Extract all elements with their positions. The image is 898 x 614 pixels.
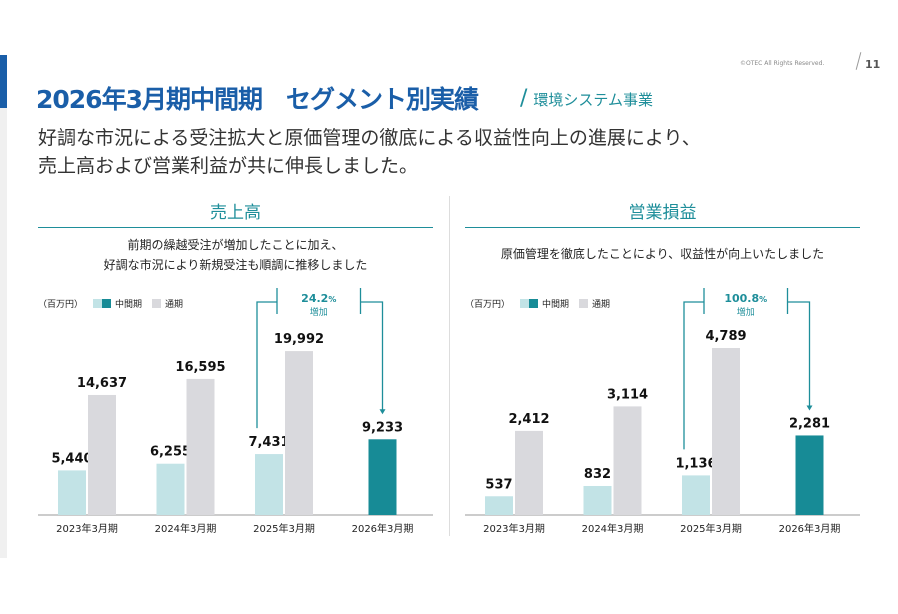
x-tick-label: 2024年3月期 [582, 522, 644, 535]
bar-full-year [186, 378, 215, 515]
x-tick-label: 2023年3月期 [56, 522, 118, 535]
desc-line: 前期の繰越受注が増加したことに加え、 [127, 238, 344, 252]
growth-pct: % [328, 295, 336, 304]
segment-subtitle: / 環境システム事業 [520, 86, 653, 111]
bar-full-year [613, 406, 642, 515]
legend-full: 通期 [592, 300, 611, 310]
copyright: ©OTEC All Rights Reserved. [740, 60, 825, 67]
legend-interim: 中間期 [115, 300, 143, 310]
subtitle-text: 環境システム事業 [533, 91, 653, 109]
bar-label-full-year: 19,992 [274, 332, 324, 347]
legend-swatch-light [93, 299, 103, 308]
unit-label: （百万円） [465, 300, 511, 310]
bar-interim [58, 470, 86, 515]
growth-label: 増加 [310, 306, 328, 318]
lead-text: 好調な市況による受注拡大と原価管理の徹底による収益性向上の進展により、 売上高およ… [38, 124, 701, 180]
growth-pct: % [759, 295, 767, 304]
lead-line: 売上高および営業利益が共に伸長しました。 [38, 155, 419, 177]
accent-bar [0, 55, 7, 108]
bracket-right [787, 301, 811, 408]
growth-label: 増加 [737, 306, 755, 318]
legend-swatch-gray [579, 299, 589, 308]
bar-full-year [712, 348, 740, 515]
legend-full: 通期 [165, 300, 184, 310]
bracket-left [256, 301, 277, 429]
bar-full-year [515, 430, 543, 515]
x-tick-label: 2025年3月期 [253, 522, 315, 535]
x-tick-label: 2024年3月期 [155, 522, 217, 535]
bar-interim [485, 496, 513, 515]
bar-label-interim: 9,233 [362, 420, 403, 435]
x-tick-label: 2026年3月期 [352, 522, 414, 535]
bar-label-full-year: 14,637 [77, 376, 127, 391]
arrow-head [379, 409, 386, 415]
desc-line: 好調な市況により新規受注も順調に推移しました [103, 258, 368, 272]
growth-value: 100.8% [724, 292, 767, 305]
profit-title: 営業損益 [465, 198, 860, 228]
bar-label-interim: 6,255 [150, 445, 191, 460]
bar-label-interim: 7,431 [248, 435, 289, 450]
side-strip [0, 108, 7, 558]
lead-line: 好調な市況による受注拡大と原価管理の徹底による収益性向上の進展により、 [38, 127, 701, 149]
x-tick-label: 2025年3月期 [680, 522, 742, 535]
legend-swatch-dark [529, 299, 539, 308]
bar-label-full-year: 4,789 [705, 329, 746, 344]
bar-label-full-year: 3,114 [607, 387, 648, 402]
bar-label-interim: 5,440 [51, 451, 92, 466]
bar-interim [682, 475, 710, 515]
bracket-right [360, 301, 384, 412]
legend-interim: 中間期 [542, 300, 570, 310]
bar-interim [368, 439, 397, 515]
bar-label-interim: 537 [485, 477, 512, 492]
page-title: 2026年3月期中間期 セグメント別実績 [36, 85, 479, 114]
bar-full-year [285, 351, 313, 515]
page-number: 11 [865, 58, 881, 71]
sales-title: 売上高 [38, 198, 433, 228]
bar-interim [156, 463, 185, 515]
profit-legend: （百万円） 中間期 通期 [465, 297, 610, 310]
panel-divider [449, 196, 450, 536]
growth-value: 24.2% [301, 292, 336, 305]
profit-description: 原価管理を徹底したことにより、収益性が向上いたしました [465, 244, 860, 264]
bar-interim [583, 485, 612, 515]
bar-full-year [88, 394, 116, 515]
unit-label: （百万円） [38, 300, 84, 310]
bar-label-interim: 832 [584, 467, 611, 482]
subtitle-slash: / [520, 86, 528, 111]
bar-label-full-year: 16,595 [175, 360, 225, 375]
bar-label-interim: 2,281 [789, 416, 830, 431]
x-tick-label: 2023年3月期 [483, 522, 545, 535]
desc-line: 原価管理を徹底したことにより、収益性が向上いたしました [500, 247, 825, 261]
bar-interim [255, 454, 283, 515]
bar-interim [795, 435, 824, 515]
bar-label-full-year: 2,412 [508, 412, 549, 427]
sales-legend: （百万円） 中間期 通期 [38, 297, 183, 310]
legend-swatch-dark [102, 299, 112, 308]
legend-swatch-gray [152, 299, 162, 308]
bar-label-interim: 1,136 [675, 456, 716, 471]
sales-description: 前期の繰越受注が増加したことに加え、好調な市況により新規受注も順調に推移しました [38, 235, 433, 275]
bracket-left [683, 301, 704, 450]
x-tick-label: 2026年3月期 [779, 522, 841, 535]
legend-swatch-light [520, 299, 530, 308]
arrow-head [806, 405, 813, 411]
